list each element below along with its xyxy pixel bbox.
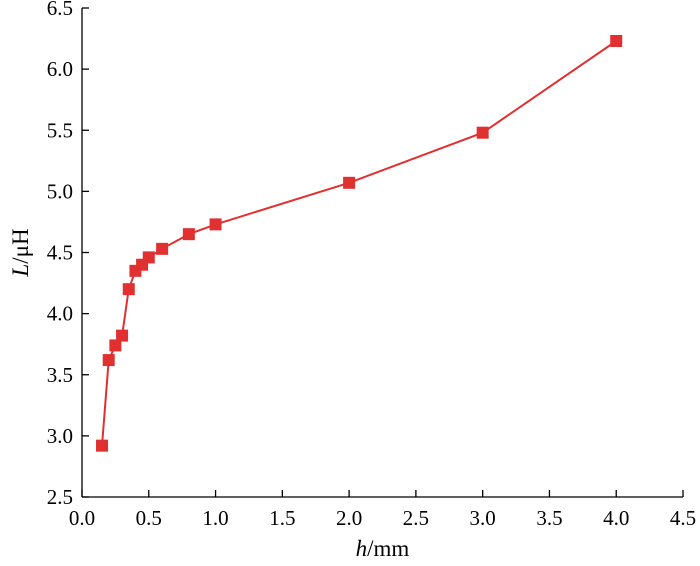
y-tick-label: 4.5 (47, 241, 73, 265)
x-tick-label: 2.5 (403, 506, 429, 530)
series-layer (96, 35, 623, 452)
y-axis-label-variable: L (8, 264, 33, 278)
data-point-marker (610, 35, 623, 48)
data-point-marker (96, 439, 109, 452)
x-tick-label: 0.5 (136, 506, 162, 530)
series-line (101, 40, 617, 446)
x-tick-label: 1.0 (202, 506, 228, 530)
x-tick-label: 4.5 (670, 506, 696, 530)
data-point-marker (109, 339, 122, 352)
y-ticks: 2.5 3.0 3.5 4.0 4.5 5.0 5.5 6.0 6.5 (47, 0, 89, 509)
data-point-marker (116, 329, 129, 342)
axes (81, 8, 683, 498)
y-tick-label: 5.0 (47, 179, 73, 203)
data-point-marker (156, 242, 169, 255)
data-point-marker (476, 126, 489, 139)
data-point-marker (182, 228, 195, 241)
x-tick-label: 2.0 (336, 506, 362, 530)
y-axis-label: L/μH (8, 228, 33, 277)
x-tick-label: 3.5 (536, 506, 562, 530)
data-point-marker (122, 283, 135, 296)
data-point-marker (209, 218, 222, 231)
y-tick-label: 5.5 (47, 118, 73, 142)
x-tick-label: 4.0 (603, 506, 629, 530)
x-tick-label: 3.0 (470, 506, 496, 530)
x-axis-label: h/mm (356, 536, 410, 561)
x-tick-label: 0.0 (69, 506, 95, 530)
y-tick-label: 6.5 (47, 0, 73, 20)
y-tick-label: 3.5 (47, 363, 73, 387)
data-point-marker (142, 251, 155, 264)
y-axis-label-unit: /μH (8, 228, 33, 263)
y-tick-label: 2.5 (47, 485, 73, 509)
data-point-marker (343, 176, 356, 189)
x-tick-label: 1.5 (269, 506, 295, 530)
y-tick-label: 6.0 (47, 57, 73, 81)
x-ticks: 0.0 0.5 1.0 1.5 2.0 2.5 3.0 3.5 4.0 4.5 (69, 490, 696, 530)
x-axis-label-variable: h (356, 536, 368, 561)
y-tick-label: 4.0 (47, 302, 73, 326)
y-tick-label: 3.0 (47, 424, 73, 448)
x-axis-label-unit: /mm (367, 536, 409, 561)
data-point-marker (102, 354, 115, 367)
